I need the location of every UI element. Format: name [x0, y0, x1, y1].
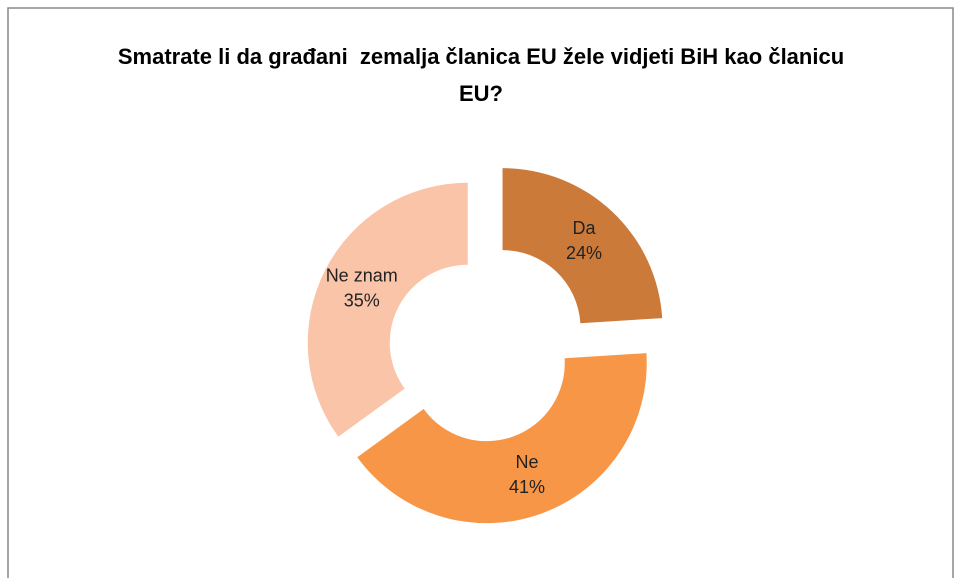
slice-value-label: 35% — [344, 290, 380, 310]
donut-slice — [357, 353, 647, 524]
slice-value-label: 41% — [509, 477, 545, 497]
slice-category-label: Ne — [516, 452, 539, 472]
chart-title: Smatrate li da građani zemalja članica E… — [117, 44, 851, 106]
slice-category-label: Ne znam — [326, 265, 398, 285]
donut-slice — [502, 168, 663, 324]
slice-category-label: Da — [572, 218, 596, 238]
chart-border — [7, 7, 954, 578]
donut-slice — [307, 182, 468, 437]
slice-value-label: 24% — [566, 243, 602, 263]
